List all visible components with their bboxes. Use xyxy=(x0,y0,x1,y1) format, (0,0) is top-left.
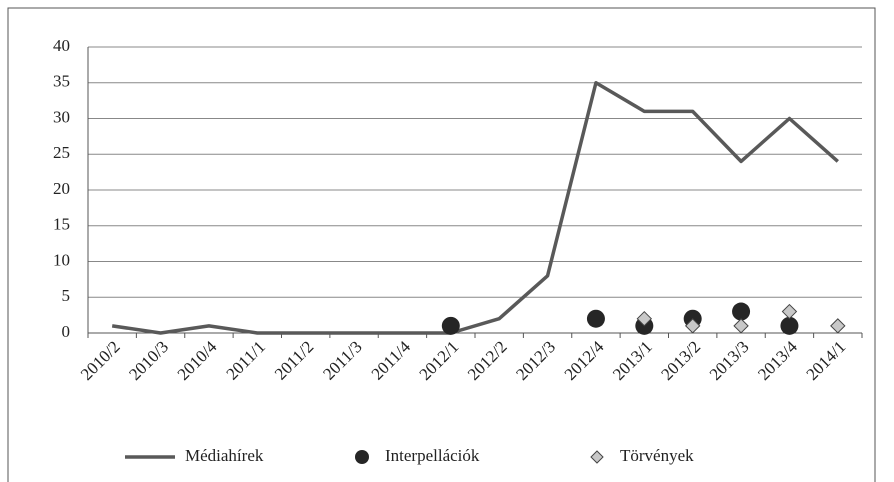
y-tick-label: 30 xyxy=(53,107,70,126)
legend-label: Törvények xyxy=(620,446,694,465)
diamond xyxy=(733,318,749,334)
legend-swatch xyxy=(355,450,369,464)
y-tick-label: 35 xyxy=(53,72,70,91)
diamond xyxy=(684,318,701,334)
x-tick-label: 2012/2 xyxy=(464,337,511,384)
dot xyxy=(780,316,799,335)
x-tick-label: 2013/2 xyxy=(657,337,704,384)
chart-frame xyxy=(7,7,876,482)
line-series xyxy=(111,81,839,335)
y-tick-label: 25 xyxy=(53,143,70,162)
diamond xyxy=(636,310,653,327)
x-tick-label: 2014/1 xyxy=(803,337,850,384)
x-tick-label: 2010/3 xyxy=(125,337,172,384)
x-tick-label: 2011/3 xyxy=(319,337,365,383)
x-tick-label: 2013/3 xyxy=(706,337,753,384)
x-tick-label: 2012/1 xyxy=(416,337,463,384)
y-tick-label: 10 xyxy=(53,250,70,269)
y-tick-label: 5 xyxy=(62,286,71,305)
x-tick-label: 2012/3 xyxy=(512,337,559,384)
dot xyxy=(586,309,605,328)
y-tick-label: 20 xyxy=(53,179,70,198)
x-tick-label: 2012/4 xyxy=(561,337,608,384)
diamond xyxy=(830,318,846,334)
y-tick-label: 40 xyxy=(53,36,70,55)
legend-swatch xyxy=(590,450,604,464)
x-tick-label: 2011/2 xyxy=(271,337,317,383)
legend-label: Médiahírek xyxy=(185,446,264,465)
x-tick-label: 2013/4 xyxy=(754,337,801,384)
y-tick-label: 15 xyxy=(53,215,70,234)
x-tick-label: 2011/4 xyxy=(368,337,415,384)
x-tick-label: 2010/2 xyxy=(77,337,124,384)
dot xyxy=(732,302,751,321)
x-tick-label: 2011/1 xyxy=(223,337,269,383)
legend-label: Interpellációk xyxy=(385,446,480,465)
y-tick-label: 0 xyxy=(62,322,71,341)
x-tick-label: 2013/1 xyxy=(609,337,656,384)
x-tick-label: 2010/4 xyxy=(174,337,221,384)
dot xyxy=(441,316,460,335)
diamond xyxy=(781,303,798,320)
